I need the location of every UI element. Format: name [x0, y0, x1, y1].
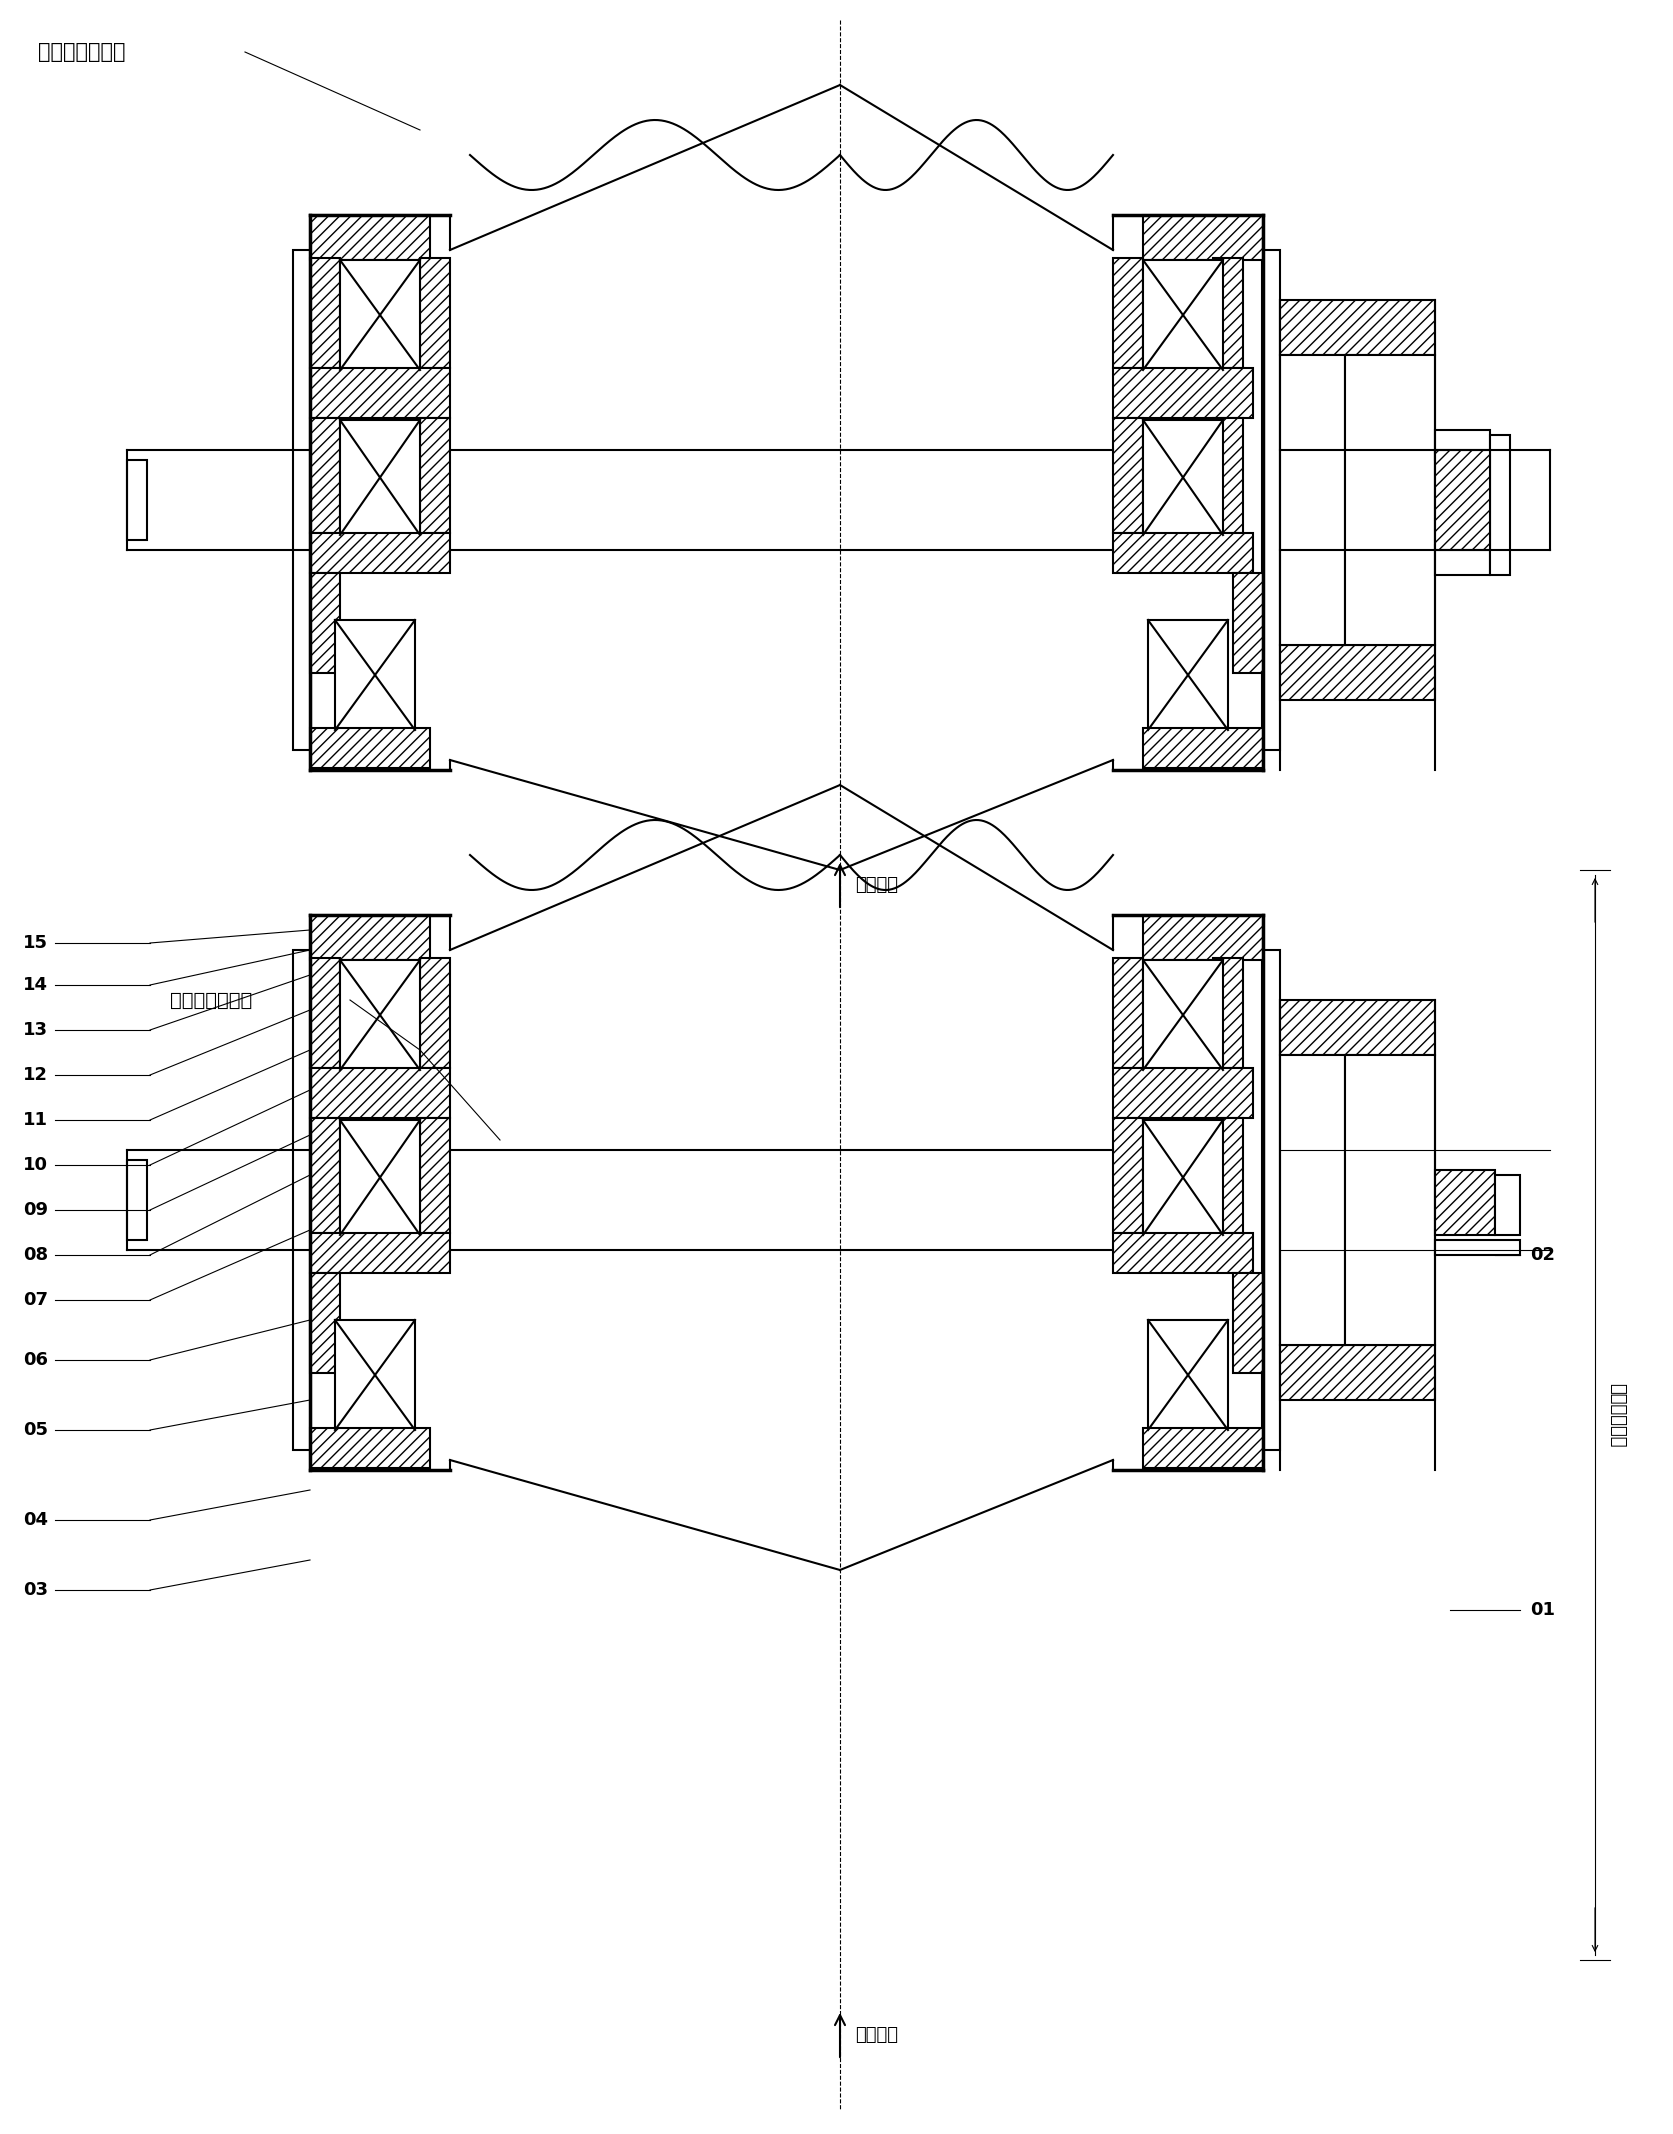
Bar: [293, 250, 311, 749]
Bar: [310, 1233, 450, 1274]
Bar: [1280, 1001, 1435, 1054]
Text: 08: 08: [23, 1246, 49, 1263]
Bar: [310, 1428, 430, 1468]
Text: 09: 09: [23, 1201, 49, 1219]
Text: 一级螺旋输送机: 一级螺旋输送机: [171, 990, 253, 1009]
Bar: [340, 260, 420, 369]
Bar: [1148, 621, 1228, 730]
Bar: [310, 728, 430, 768]
Bar: [1233, 1274, 1263, 1372]
Bar: [310, 915, 430, 960]
Bar: [1491, 435, 1511, 574]
Bar: [1143, 1428, 1263, 1468]
Bar: [1233, 574, 1263, 672]
Bar: [1345, 1054, 1435, 1344]
Text: 单筒输送长度: 单筒输送长度: [1608, 1383, 1626, 1447]
Bar: [310, 1118, 340, 1233]
Bar: [1143, 216, 1263, 260]
Bar: [310, 367, 450, 418]
Text: 07: 07: [23, 1291, 49, 1308]
Bar: [1496, 1176, 1521, 1236]
Bar: [1143, 915, 1263, 960]
Text: 14: 14: [23, 975, 49, 994]
Bar: [1280, 1054, 1345, 1344]
Text: 轴向进料: 轴向进料: [855, 875, 898, 894]
Bar: [310, 1274, 340, 1372]
Bar: [1113, 958, 1143, 1067]
Bar: [1148, 1321, 1228, 1430]
Text: 06: 06: [23, 1351, 49, 1370]
Bar: [1113, 1233, 1253, 1274]
Bar: [1435, 1169, 1496, 1236]
Bar: [1113, 1067, 1253, 1118]
Bar: [293, 950, 311, 1449]
Bar: [1213, 958, 1243, 1067]
Text: 03: 03: [23, 1581, 49, 1598]
Text: 11: 11: [23, 1112, 49, 1129]
Bar: [335, 621, 415, 730]
Text: 15: 15: [23, 935, 49, 952]
Bar: [1143, 960, 1223, 1069]
Bar: [310, 1067, 450, 1118]
Bar: [1113, 367, 1253, 418]
Bar: [1213, 258, 1243, 367]
Bar: [310, 574, 340, 672]
Bar: [310, 534, 450, 574]
Bar: [1113, 418, 1143, 534]
Text: 01: 01: [1531, 1600, 1554, 1620]
Bar: [1435, 429, 1491, 461]
Bar: [1435, 450, 1491, 551]
Bar: [420, 258, 450, 367]
Bar: [1261, 250, 1280, 749]
Text: 二级螺旋输送机: 二级螺旋输送机: [38, 43, 125, 62]
Bar: [420, 418, 450, 534]
Bar: [310, 216, 430, 260]
Text: 04: 04: [23, 1511, 49, 1528]
Bar: [1280, 301, 1435, 354]
Bar: [1435, 1240, 1521, 1255]
Bar: [1143, 728, 1263, 768]
Bar: [1213, 418, 1243, 534]
Bar: [1280, 644, 1435, 700]
Text: 13: 13: [23, 1020, 49, 1039]
Bar: [340, 1120, 420, 1236]
Bar: [310, 258, 340, 367]
Bar: [1113, 258, 1143, 367]
Text: 12: 12: [23, 1067, 49, 1084]
Bar: [335, 1321, 415, 1430]
Text: 轴向进料: 轴向进料: [855, 2025, 898, 2044]
Bar: [1261, 950, 1280, 1449]
Bar: [310, 958, 340, 1067]
Text: 05: 05: [23, 1421, 49, 1438]
Bar: [1143, 1120, 1223, 1236]
Bar: [340, 420, 420, 536]
Bar: [1280, 1344, 1435, 1400]
Bar: [1113, 534, 1253, 574]
Text: 10: 10: [23, 1157, 49, 1174]
Bar: [420, 958, 450, 1067]
Bar: [1143, 260, 1223, 369]
Bar: [1213, 1118, 1243, 1233]
Bar: [1435, 544, 1491, 574]
Bar: [420, 1118, 450, 1233]
Bar: [127, 461, 147, 540]
Bar: [310, 418, 340, 534]
Bar: [1345, 354, 1435, 644]
Text: 02: 02: [1531, 1246, 1554, 1263]
Bar: [1113, 1118, 1143, 1233]
Bar: [1280, 354, 1345, 644]
Bar: [1143, 420, 1223, 536]
Bar: [340, 960, 420, 1069]
Bar: [127, 1161, 147, 1240]
